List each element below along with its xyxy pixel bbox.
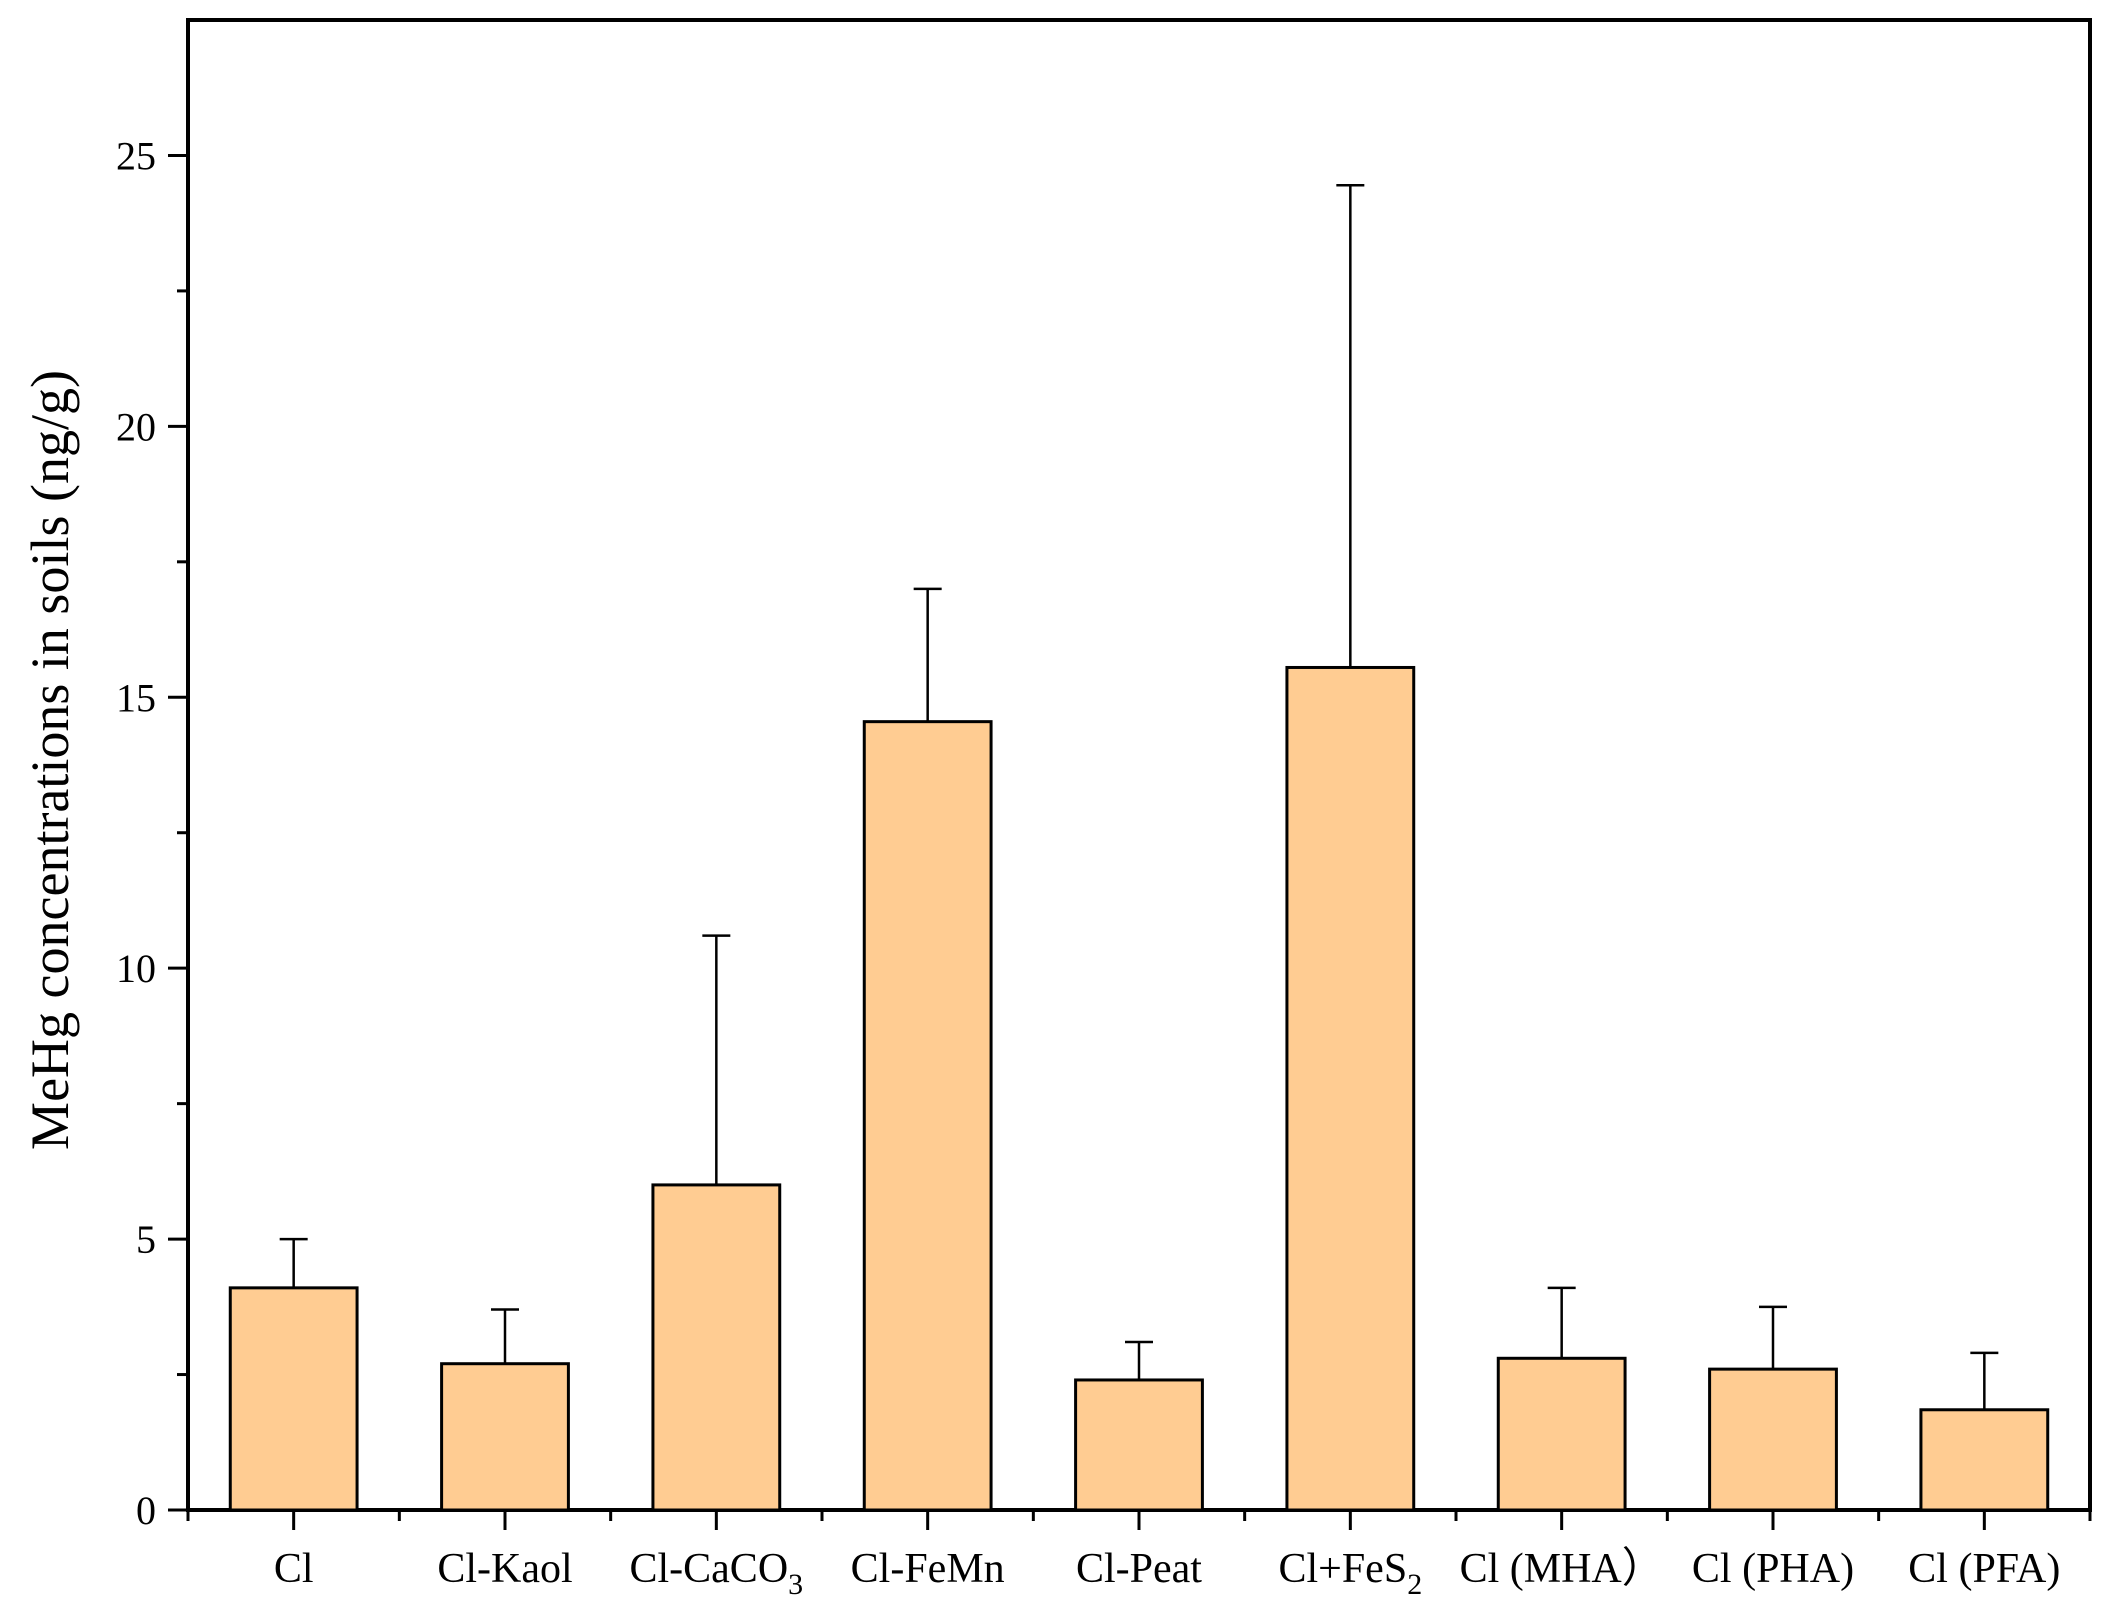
y-axis-title: MeHg concentrations in soils (ng/g) <box>20 370 80 1150</box>
x-axis: Cl Cl-Kaol Cl-CaCO3 Cl-FeMn Cl-Peat Cl+FeS2 Cl… <box>186 1510 2092 1601</box>
y-axis: 0 5 10 15 20 25 <box>116 133 188 1533</box>
y-tick-label: 15 <box>116 675 156 720</box>
bar <box>1074 1378 1204 1512</box>
bar <box>440 1362 570 1512</box>
error-bars-group <box>279 184 1999 1410</box>
bar <box>1496 1356 1627 1512</box>
bars-group <box>228 665 2050 1512</box>
bar <box>862 720 993 1512</box>
y-tick-label: 25 <box>116 133 156 178</box>
x-tick-label: Cl (MHA） <box>1460 1546 1664 1592</box>
bar <box>1919 1408 2050 1512</box>
x-tick-label: Cl-Kaol <box>437 1546 572 1592</box>
bar <box>228 1286 359 1512</box>
x-tick-label: Cl-CaCO3 <box>629 1546 803 1601</box>
bar <box>1285 665 1416 1512</box>
y-tick-label: 0 <box>136 1488 156 1533</box>
x-tick-label: Cl-Peat <box>1076 1546 1202 1592</box>
x-tick-label: Cl-FeMn <box>851 1546 1005 1592</box>
x-tick-label: Cl+FeS2 <box>1278 1546 1422 1601</box>
x-tick-label: Cl (PHA) <box>1692 1546 1854 1592</box>
x-tick-label: Cl <box>274 1546 314 1592</box>
y-tick-label: 5 <box>136 1217 156 1262</box>
y-tick-label: 20 <box>116 404 156 449</box>
x-tick-label: Cl (PFA) <box>1908 1546 2060 1592</box>
y-tick-label: 10 <box>116 946 156 991</box>
plot-frame <box>186 18 2092 1512</box>
bar <box>1708 1367 1838 1512</box>
bar <box>651 1183 782 1512</box>
